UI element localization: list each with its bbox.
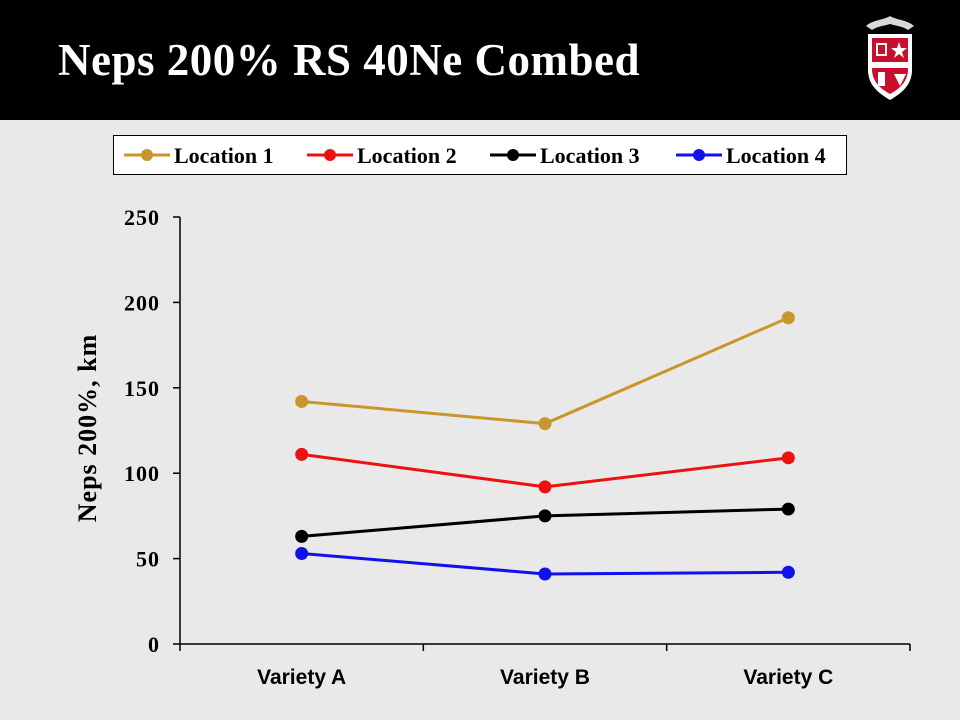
y-axis-label: Neps 200%, km: [73, 334, 102, 523]
legend-swatch: [490, 149, 536, 161]
legend-label: Location 3: [540, 143, 640, 168]
data-point: [295, 447, 309, 461]
legend-swatch: [676, 149, 722, 161]
data-point: [538, 417, 552, 431]
data-point: [781, 311, 795, 325]
y-tick-label: 150: [124, 376, 160, 401]
y-tick-label: 100: [124, 461, 160, 486]
x-tick-label: Variety C: [743, 666, 833, 689]
legend-label: Location 1: [174, 143, 274, 168]
legend-swatch: [307, 149, 353, 161]
slide-title: Neps 200% RS 40Ne Combed: [58, 35, 641, 85]
y-tick-label: 200: [124, 290, 160, 315]
data-point: [295, 529, 309, 543]
legend-label: Location 2: [357, 143, 457, 168]
y-tick-label: 0: [148, 632, 160, 657]
data-point: [538, 480, 552, 494]
title-bar: Neps 200% RS 40Ne Combed: [0, 0, 960, 120]
series-1: [295, 311, 795, 431]
x-tick-label: Variety B: [500, 666, 590, 689]
data-point: [781, 565, 795, 579]
y-tick-label: 50: [136, 547, 160, 572]
data-point: [538, 567, 552, 581]
data-point: [538, 509, 552, 523]
y-tick-label: 250: [124, 205, 160, 230]
data-point: [295, 394, 309, 408]
legend-swatch: [124, 149, 170, 161]
series-3: [295, 502, 795, 543]
legend-label: Location 4: [726, 143, 826, 168]
data-point: [781, 451, 795, 465]
series-2: [295, 447, 795, 494]
data-point: [781, 502, 795, 516]
texas-tech-seal-icon: [866, 16, 914, 100]
series-4: [295, 546, 795, 581]
data-point: [295, 546, 309, 560]
x-tick-label: Variety A: [257, 666, 346, 689]
series-line: [301, 316, 789, 426]
chart-legend: Location 1 Location 2 Location 3 Location 4: [113, 135, 847, 175]
